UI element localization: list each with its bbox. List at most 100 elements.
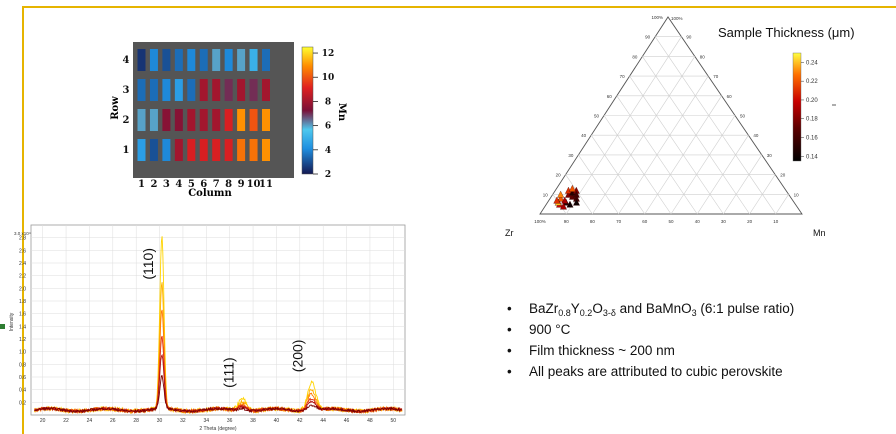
xrd-y-tick-label: 1.6 — [19, 312, 26, 318]
ternary-colorbar-tick-label: 0.16 — [806, 136, 818, 142]
ternary-data-point — [557, 194, 565, 202]
ternary-grid-line — [723, 154, 763, 215]
xrd-y-tick-label: 0.2 — [19, 400, 26, 406]
xrd-peak-label: (200) — [290, 340, 306, 373]
heatmap-cell — [187, 79, 196, 101]
heatmap-cell — [137, 109, 146, 131]
xrd-x-tick-label: 50 — [391, 418, 397, 424]
heatmap-cell — [212, 49, 221, 71]
ternary-left-tick-label: 10 — [543, 192, 549, 197]
ternary-colorbar-tick-label: 0.18 — [806, 117, 818, 123]
ternary-grid-line — [618, 75, 709, 215]
heatmap-row-label: 1 — [123, 145, 130, 156]
xrd-y-tick-label: 1.0 — [19, 350, 26, 356]
ternary-data-point — [568, 184, 576, 192]
xrd-x-tick-label: 26 — [110, 418, 116, 424]
ternary-data-point — [553, 196, 561, 204]
ternary-right-tick-label: 40 — [753, 133, 759, 138]
ternary-right-tick-label: 90 — [686, 35, 692, 40]
ternary-left-tick-label: 50 — [594, 114, 600, 119]
xrd-x-tick-label: 40 — [274, 418, 280, 424]
slide-frame-top — [22, 6, 896, 8]
xrd-y-tick-label: 0.4 — [19, 388, 26, 394]
heatmap-cell — [137, 49, 146, 71]
heatmap-cell — [137, 79, 146, 101]
xrd-y-tick-label: 0.6 — [19, 375, 26, 381]
ternary-grid-line — [578, 154, 619, 215]
slide-marker — [0, 324, 5, 329]
xrd-xlabel: 2 Theta (degree) — [199, 426, 236, 432]
xrd-x-tick-label: 38 — [250, 418, 256, 424]
heatmap-cell — [199, 109, 208, 131]
ternary-bottom-tick-label: 60 — [642, 219, 648, 224]
ternary-grid-line — [565, 36, 682, 215]
heatmap-column-label: 8 — [225, 179, 232, 190]
heatmap-colorbar-tick-label: 2 — [325, 170, 331, 180]
xrd-x-tick-label: 20 — [40, 418, 46, 424]
ternary-bottom-tick-label: 10 — [773, 219, 779, 224]
ternary-colorbar-tick-label: 0.20 — [806, 98, 818, 104]
ternary-left-tick-label: 100% — [651, 15, 663, 20]
heatmap-cell — [262, 49, 270, 71]
heatmap-cell — [224, 139, 233, 161]
xrd-x-tick-label: 42 — [297, 418, 303, 424]
ternary-title: Sample Thickness (μm) — [718, 25, 855, 40]
heatmap-cell — [224, 109, 233, 131]
heatmap-column-label: 9 — [238, 179, 245, 190]
heatmap-cell — [149, 139, 158, 161]
heatmap-cell — [212, 109, 221, 131]
ternary-bottom-tick-label: 100% — [534, 219, 546, 224]
ternary-grid-line — [565, 174, 593, 215]
xrd-y-tick-label: 2.0 — [19, 286, 26, 292]
heatmap-cell — [237, 79, 246, 101]
summary-bullet-list: BaZr0.8Y0.2O3-δ and BaMnO3 (6:1 pulse ra… — [505, 298, 794, 382]
ternary-colorbar-tick-label: 0.24 — [806, 60, 818, 66]
heatmap-colorbar-tick-label: 4 — [325, 146, 331, 156]
ternary-data-point — [573, 198, 580, 206]
xrd-y-top-label: 3.0 x10⁴ — [14, 231, 31, 236]
bullet-peaks: All peaks are attributed to cubic perovs… — [505, 361, 794, 382]
heatmap-xlabel: Column — [188, 188, 232, 199]
heatmap-cell — [162, 139, 171, 161]
xrd-y-tick-label: 1.8 — [19, 299, 26, 305]
xrd-x-tick-label: 34 — [204, 418, 210, 424]
heatmap-cell — [149, 49, 158, 71]
heatmap-row-label: 4 — [123, 55, 130, 66]
heatmap-cell — [187, 139, 196, 161]
heatmap-cell — [249, 139, 258, 161]
ternary-left-tick-label: 20 — [556, 173, 562, 178]
heatmap-cell — [187, 109, 196, 131]
heatmap-colorbar-tick-label: 6 — [325, 122, 331, 132]
heatmap-colorbar-label: Mn — [336, 103, 347, 122]
heatmap-cell — [262, 139, 270, 161]
heatmap-colorbar-tick-label: 12 — [322, 49, 335, 59]
heatmap-column-label: 11 — [259, 179, 273, 190]
ternary-grid-line — [775, 194, 789, 215]
heatmap-cell — [212, 79, 221, 101]
heatmap-cell — [262, 109, 270, 131]
ternary-data-point — [560, 202, 567, 210]
heatmap-cell — [174, 139, 183, 161]
ternary-grid-line — [642, 56, 750, 215]
heatmap-cell — [199, 139, 208, 161]
bullet-thickness: Film thickness ~ 200 nm — [505, 340, 794, 361]
heatmap-column-label: 5 — [188, 179, 195, 190]
heatmap-cell — [149, 79, 158, 101]
xrd-series-line — [34, 375, 403, 414]
xrd-x-tick-label: 22 — [63, 418, 69, 424]
heatmap-colorbar-tick-label: 8 — [325, 97, 331, 107]
bullet-composition: BaZr0.8Y0.2O3-δ and BaMnO3 (6:1 pulse ra… — [505, 298, 794, 319]
heatmap-cell — [237, 49, 246, 71]
ternary-colorbar-tick-label: 0.14 — [806, 154, 818, 160]
ternary-colorbar-tick-label: 0.22 — [806, 79, 818, 85]
ternary-right-tick-label: 20 — [780, 173, 786, 178]
xrd-x-tick-label: 48 — [367, 418, 373, 424]
heatmap-column-label: 1 — [138, 179, 145, 190]
heatmap-column-label: 6 — [200, 179, 207, 190]
ternary-bottom-tick-label: 20 — [747, 219, 753, 224]
heatmap-cell — [237, 139, 246, 161]
heatmap-cell — [174, 109, 183, 131]
heatmap-cell — [162, 109, 171, 131]
ternary-chart: 100% 90 80 70 60 50 40 30 20 10 10 20 30 40 50 60 70 80 90… — [505, 15, 855, 238]
